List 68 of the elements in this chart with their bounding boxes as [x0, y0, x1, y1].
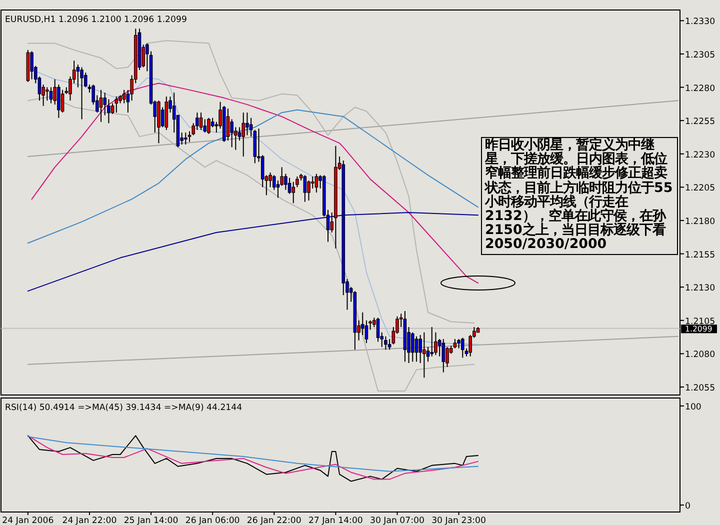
x-tick-label: 30 Jan 07:00	[370, 516, 424, 525]
y-tick-label: 1.2055	[685, 384, 716, 394]
candlestick	[410, 332, 414, 362]
candlestick	[30, 50, 34, 80]
candlestick	[114, 96, 118, 114]
y-tick-label: 1.2080	[685, 350, 716, 360]
candlestick	[242, 112, 246, 158]
candlestick	[80, 66, 84, 120]
candlestick	[430, 326, 434, 357]
candlestick	[76, 64, 80, 88]
line-series	[31, 82, 479, 284]
x-tick-label: 27 Jan 14:00	[308, 516, 363, 525]
candlestick	[422, 332, 426, 378]
x-tick-label: 24 Jan 22:00	[62, 516, 117, 525]
y-tick-label: 1.2330	[685, 17, 716, 28]
candlestick	[457, 338, 460, 349]
candlestick	[442, 338, 446, 373]
annotation: 昨日收小阴星，暂定义为中继星，下搓放缓。日内图表，低位窄幅整理前日跌幅缓步修正超卖状态，目前上方临时阻力位于55小时移动平均线（行走在2132），空单在此守侯，在孙2150之上，当日目标逐级下看2050/2030/2000	[481, 137, 678, 255]
candlestick	[226, 108, 230, 142]
y-tick-label: 1.2180	[685, 216, 716, 227]
candlestick	[314, 173, 318, 194]
x-tick-label: 24 Jan 2006	[2, 516, 54, 525]
candlestick	[288, 177, 292, 194]
candlestick	[307, 180, 310, 201]
candlestick	[99, 89, 103, 122]
text: EURUSD,H1 1.2096 1.2100 1.2096 1.2099	[5, 15, 187, 25]
candlestick	[238, 126, 242, 142]
candlestick	[199, 112, 203, 130]
x-tick-label: 30 Jan 23:00	[432, 516, 486, 525]
y-tick-label: 1.2230	[685, 150, 716, 160]
x-tick-label: 26 Jan 22:00	[246, 516, 302, 525]
candlestick	[292, 181, 296, 204]
candlestick	[453, 338, 457, 349]
x-tick-label: 26 Jan 06:00	[185, 516, 240, 525]
x-tick-label: 25 Jan 14:00	[124, 516, 178, 525]
text: RSI(14) 50.4914 =>MA(45) 39.1434 =>MA(9) 44.2144	[5, 403, 242, 413]
candlestick	[284, 173, 288, 190]
candlestick	[49, 86, 53, 104]
y-tick-label: 1.2280	[685, 84, 716, 94]
y-tick-label: 1.2155	[685, 250, 716, 260]
candlestick	[60, 89, 64, 114]
candlestick	[46, 86, 49, 102]
line-series	[27, 40, 475, 324]
y-tick-label: 1.2205	[685, 184, 716, 194]
line-series	[27, 212, 479, 292]
candlestick	[110, 102, 114, 114]
candlestick	[122, 89, 126, 104]
candlestick	[384, 336, 388, 350]
candlestick	[376, 317, 380, 342]
candlestick	[310, 176, 314, 190]
candlestick	[276, 180, 280, 198]
y-tick-label: 100	[685, 402, 702, 412]
candlestick	[426, 346, 430, 362]
candlestick	[246, 112, 249, 136]
y-tick-label: 1.2255	[685, 117, 716, 128]
candlestick	[364, 320, 368, 344]
line-series	[27, 109, 479, 244]
candlestick	[303, 174, 307, 202]
line-series	[27, 436, 479, 472]
candlestick	[184, 132, 188, 146]
candlestick	[414, 336, 418, 362]
candlestick	[460, 337, 464, 358]
y-tick-label: 0	[685, 502, 690, 512]
candlestick	[230, 118, 234, 148]
y-tick-label: 1.2305	[685, 50, 716, 60]
y-tick-label: 1.2130	[685, 284, 716, 294]
y-tick-label: 1.2105	[685, 316, 716, 327]
candlestick	[207, 117, 210, 134]
